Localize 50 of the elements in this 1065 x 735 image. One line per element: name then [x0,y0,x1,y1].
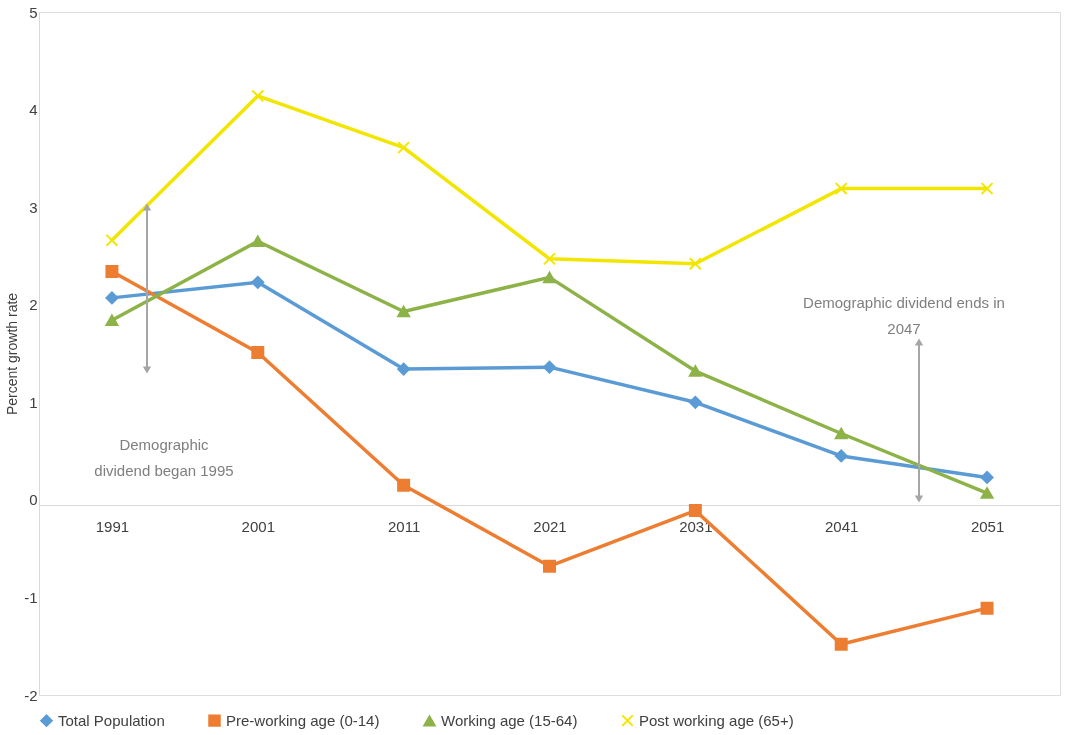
point [397,141,411,155]
y-tick-label: 5 [29,3,38,21]
point [688,365,702,377]
point [543,252,556,266]
point [397,478,411,492]
point [980,601,994,615]
point [834,637,848,651]
point [397,362,411,376]
point [980,470,994,484]
point [688,395,702,409]
y-tick-label: 0 [29,491,38,509]
point [397,305,411,318]
point [688,504,702,518]
point [105,314,119,327]
x-tick-label: 2011 [388,517,421,535]
x-tick-label: 1991 [95,517,130,535]
point [980,487,994,499]
x-tick-label: 2031 [679,517,713,535]
x-tick-label: 2051 [970,517,1005,535]
point [251,346,265,359]
y-tick-label: 1 [29,393,38,411]
annotation: Demographic dividend began 1995 [94,436,234,479]
point [105,233,119,247]
point [543,559,556,573]
y-tick-label: 3 [29,198,38,216]
point [834,182,848,196]
x-tick-label: 2041 [825,517,859,535]
point [543,360,556,374]
point [834,427,848,440]
annotation: Demographic dividend ends in 2047 [803,294,1005,337]
point [688,257,702,271]
point [105,265,119,279]
y-tick-label: 4 [29,101,38,119]
point [105,291,119,305]
y-axis-title: Percent growth rate [4,292,21,416]
x-tick-label: 2021 [533,517,567,535]
y-tick-label: 2 [29,296,38,314]
x-tick-label: 2001 [241,517,275,535]
point [980,182,994,196]
legend-label: Post working age (65+) [639,711,794,729]
y-tick-label: -1 [24,588,38,606]
point [834,449,848,463]
point [251,275,265,289]
point [251,235,265,248]
point [251,89,265,103]
legend-label: Working age (15-64) [441,711,578,729]
legend-label: Pre-working age (0-14) [226,711,380,729]
y-tick-label: -2 [24,686,38,704]
point [543,271,556,284]
legend-label: Total Population [58,711,165,729]
